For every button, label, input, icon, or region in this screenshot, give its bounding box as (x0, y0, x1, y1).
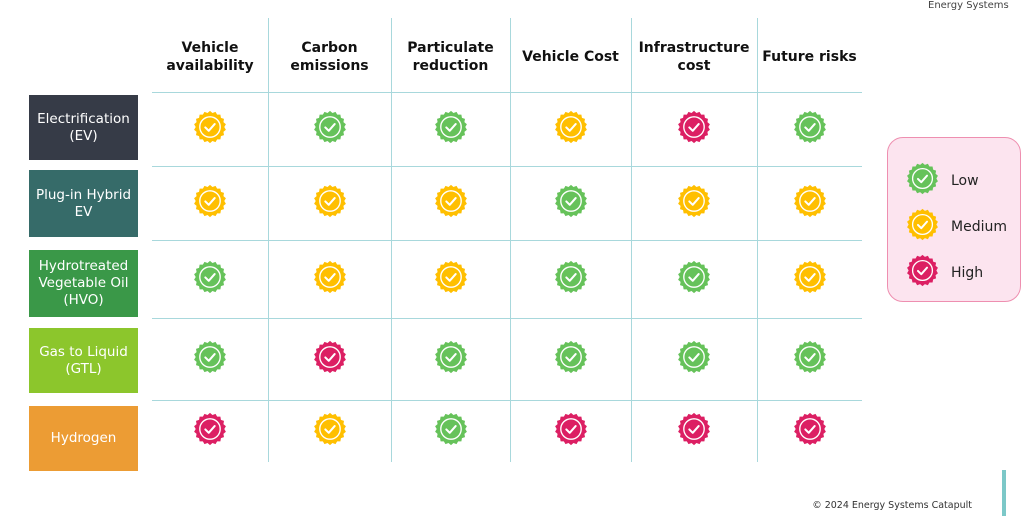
legend-item-high: High (906, 254, 983, 291)
check-badge-icon (793, 110, 827, 148)
check-badge-icon (434, 412, 468, 450)
rating-cell-medium (268, 400, 391, 462)
rating-cell-low (268, 92, 391, 166)
check-badge-icon (313, 412, 347, 450)
legend-label: High (951, 264, 984, 281)
legend-item-low: Low (906, 162, 979, 199)
check-badge-icon (677, 184, 711, 222)
check-badge-icon (554, 184, 588, 222)
row-label: Plug-in Hybrid EV (29, 170, 138, 237)
rating-cell-medium (391, 240, 510, 318)
rating-cell-low (391, 92, 510, 166)
check-badge-icon (677, 110, 711, 148)
check-badge-icon (313, 340, 347, 378)
check-badge-icon (193, 110, 227, 148)
rating-cell-medium (152, 166, 268, 240)
rating-cell-high (631, 92, 757, 166)
check-badge-icon (434, 110, 468, 148)
check-badge-icon (677, 340, 711, 378)
check-badge-icon (906, 208, 939, 245)
rating-cell-medium (631, 166, 757, 240)
check-badge-icon (677, 260, 711, 298)
check-badge-icon (554, 412, 588, 450)
check-badge-icon (434, 184, 468, 222)
column-header: Carbon emissions (290, 40, 369, 74)
rating-cell-medium (268, 240, 391, 318)
legend-label: Low (951, 172, 979, 189)
check-badge-icon (193, 340, 227, 378)
rating-cell-high (631, 400, 757, 462)
column-header: Particulate reduction (407, 40, 494, 74)
rating-cell-low (510, 240, 631, 318)
rating-cell-high (757, 400, 862, 462)
row-divider (152, 240, 862, 241)
check-badge-icon (554, 260, 588, 298)
check-badge-icon (906, 162, 939, 199)
column-header: Infrastructure cost (638, 40, 750, 74)
check-badge-icon (313, 260, 347, 298)
copyright-footer: © 2024 Energy Systems Catapult (812, 500, 972, 511)
brand-text: Energy Systems (928, 0, 1009, 11)
row-label: Electrification (EV) (29, 95, 138, 160)
rating-cell-high (152, 400, 268, 462)
rating-cell-low (152, 240, 268, 318)
column-header: Future risks (762, 49, 857, 65)
rating-cell-low (631, 318, 757, 400)
row-label: Hydrotreated Vegetable Oil (HVO) (29, 250, 138, 317)
row-divider (152, 318, 862, 319)
accent-bar (1002, 470, 1006, 516)
check-badge-icon (313, 184, 347, 222)
check-badge-icon (193, 260, 227, 298)
rating-cell-low (510, 166, 631, 240)
check-badge-icon (793, 184, 827, 222)
check-badge-icon (434, 340, 468, 378)
check-badge-icon (793, 412, 827, 450)
check-badge-icon (793, 260, 827, 298)
rating-cell-low (631, 240, 757, 318)
check-badge-icon (554, 110, 588, 148)
rating-cell-medium (757, 240, 862, 318)
check-badge-icon (434, 260, 468, 298)
rating-cell-low (391, 400, 510, 462)
row-label: Gas to Liquid (GTL) (29, 328, 138, 393)
rating-cell-low (510, 318, 631, 400)
rating-cell-medium (152, 92, 268, 166)
check-badge-icon (193, 184, 227, 222)
check-badge-icon (677, 412, 711, 450)
legend-item-medium: Medium (906, 208, 1007, 245)
row-divider (152, 92, 862, 93)
rating-cell-low (152, 318, 268, 400)
rating-cell-medium (268, 166, 391, 240)
rating-cell-high (510, 400, 631, 462)
check-badge-icon (906, 254, 939, 291)
check-badge-icon (193, 412, 227, 450)
check-badge-icon (793, 340, 827, 378)
rating-cell-medium (510, 92, 631, 166)
rating-cell-low (391, 318, 510, 400)
legend-label: Medium (951, 218, 1007, 235)
row-divider (152, 400, 862, 401)
column-header: Vehicle Cost (522, 49, 619, 65)
check-badge-icon (554, 340, 588, 378)
row-divider (152, 166, 862, 167)
legend-box: Low Medium High (887, 137, 1021, 302)
column-header: Vehicle availability (166, 40, 254, 74)
check-badge-icon (313, 110, 347, 148)
rating-cell-low (757, 318, 862, 400)
rating-cell-medium (391, 166, 510, 240)
rating-cell-medium (757, 166, 862, 240)
rating-cell-low (757, 92, 862, 166)
rating-cell-high (268, 318, 391, 400)
row-label: Hydrogen (29, 406, 138, 471)
